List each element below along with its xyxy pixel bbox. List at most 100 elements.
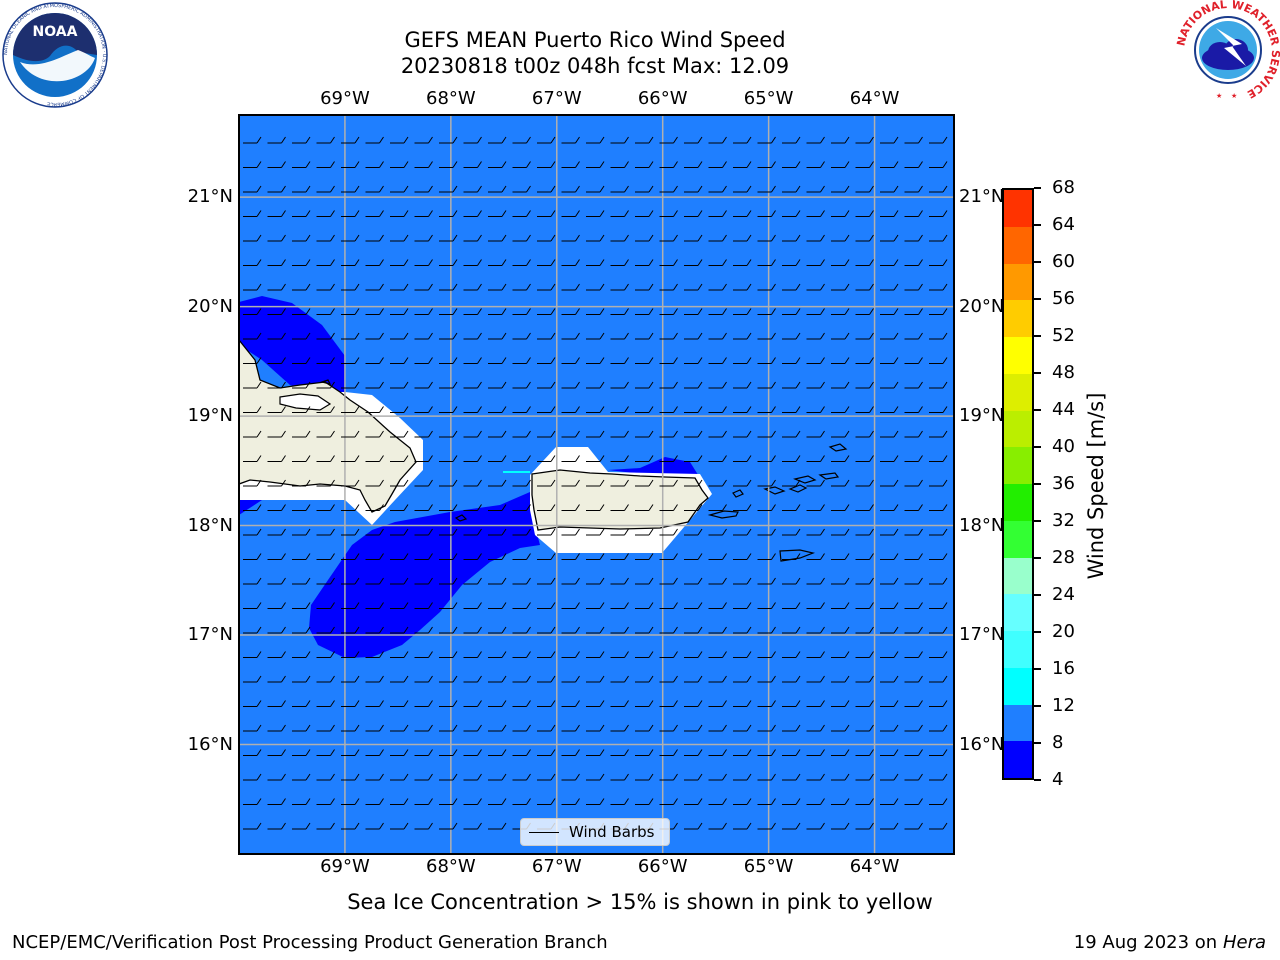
wind-barb <box>659 479 678 487</box>
wind-barb <box>365 357 384 364</box>
wind-barb <box>365 259 384 266</box>
wind-barb <box>439 406 458 413</box>
wind-barb <box>341 822 360 830</box>
wind-barb <box>855 822 874 830</box>
wind-barb <box>708 430 727 438</box>
wind-barb <box>684 406 703 413</box>
wind-barb <box>782 455 801 462</box>
wind-barb <box>243 455 262 462</box>
wind-barb <box>880 308 899 315</box>
wind-barb <box>635 749 654 756</box>
colorbar-tick-mark <box>1034 631 1041 633</box>
colorbar-tick-mark <box>1034 372 1041 374</box>
wind-barb <box>365 700 384 707</box>
wind-barb <box>733 357 752 364</box>
wind-barb <box>880 430 899 438</box>
wind-barb <box>904 430 923 438</box>
wind-barb <box>414 773 433 781</box>
wind-barb <box>365 185 384 193</box>
wind-barb <box>316 749 335 756</box>
wind-barb <box>463 381 482 389</box>
wind-barb <box>733 773 752 781</box>
colorbar-segment <box>1004 373 1032 411</box>
wind-barb <box>267 602 286 609</box>
wind-barb <box>414 479 433 487</box>
wind-barb <box>488 332 507 340</box>
wind-barb <box>610 553 629 560</box>
wind-barb <box>610 259 629 266</box>
wind-barb <box>733 161 752 168</box>
wind-barb <box>439 577 458 585</box>
wind-barb <box>610 724 629 732</box>
wind-barb <box>586 504 605 511</box>
wind-barb <box>880 528 899 536</box>
wind-barb <box>243 528 262 536</box>
wind-barb <box>880 161 899 168</box>
wind-barb <box>586 626 605 634</box>
wind-barb <box>708 185 727 193</box>
wind-barb <box>243 381 262 389</box>
wind-barb <box>316 626 335 634</box>
wind-barb <box>267 259 286 266</box>
wind-barb <box>243 553 262 560</box>
wind-barb <box>439 553 458 560</box>
wind-barb <box>390 332 409 340</box>
wind-barb <box>659 283 678 291</box>
wind-barb <box>757 749 776 756</box>
wind-barb <box>561 553 580 560</box>
wind-barb <box>267 332 286 340</box>
wind-barb <box>439 700 458 707</box>
wind-barb <box>708 259 727 266</box>
wind-barb <box>659 651 678 658</box>
wind-barb <box>512 651 531 658</box>
colorbar-tick-label: 48 <box>1052 362 1075 383</box>
wind-barb <box>243 308 262 315</box>
wind-barb <box>488 651 507 658</box>
chart-title-line1: GEFS MEAN Puerto Rico Wind Speed <box>404 28 786 52</box>
wind-barb <box>316 675 335 683</box>
colorbar-tick-mark <box>1034 520 1041 522</box>
wind-barb <box>659 259 678 266</box>
wind-barb <box>880 357 899 364</box>
wind-barb <box>635 259 654 266</box>
wind-barb <box>782 528 801 536</box>
wind-barb <box>708 381 727 389</box>
wind-barb <box>341 724 360 732</box>
wind-barb <box>586 234 605 242</box>
wind-barb <box>390 259 409 266</box>
wind-barb <box>635 553 654 560</box>
wind-barb <box>684 308 703 315</box>
wind-barb <box>341 161 360 168</box>
run-date: 19 Aug 2023 on Hera <box>1074 932 1266 953</box>
run-machine: Hera <box>1222 932 1266 953</box>
wind-barb <box>390 577 409 585</box>
wind-barb <box>537 210 556 217</box>
colorbar-tick-label: 64 <box>1052 214 1075 235</box>
wind-barb <box>659 332 678 340</box>
wind-barb <box>463 406 482 413</box>
noaa-logo: NATIONAL OCEANIC AND ATMOSPHERIC ADMINIS… <box>2 2 108 108</box>
wind-barb <box>855 773 874 781</box>
wind-barb <box>365 430 384 438</box>
wind-barb <box>880 332 899 340</box>
wind-barb <box>659 577 678 585</box>
wind-barb <box>659 528 678 536</box>
wind-barb <box>316 234 335 242</box>
wind-barb <box>488 675 507 683</box>
wind-barb <box>365 234 384 242</box>
wind-barb <box>684 234 703 242</box>
wind-barb <box>733 259 752 266</box>
wind-barb <box>267 528 286 536</box>
wind-barb <box>537 602 556 609</box>
footnote-text: Sea Ice Concentration > 15% is shown in … <box>347 890 933 914</box>
wind-barb <box>390 357 409 364</box>
wind-barb <box>757 308 776 315</box>
wind-barb <box>782 577 801 585</box>
wind-barb <box>684 822 703 830</box>
wind-barb <box>341 455 360 462</box>
wind-barb <box>537 675 556 683</box>
wind-barb <box>439 504 458 511</box>
wind-barb <box>365 136 384 144</box>
colorbar-tick-label: 60 <box>1052 251 1075 272</box>
wind-barb <box>316 455 335 462</box>
